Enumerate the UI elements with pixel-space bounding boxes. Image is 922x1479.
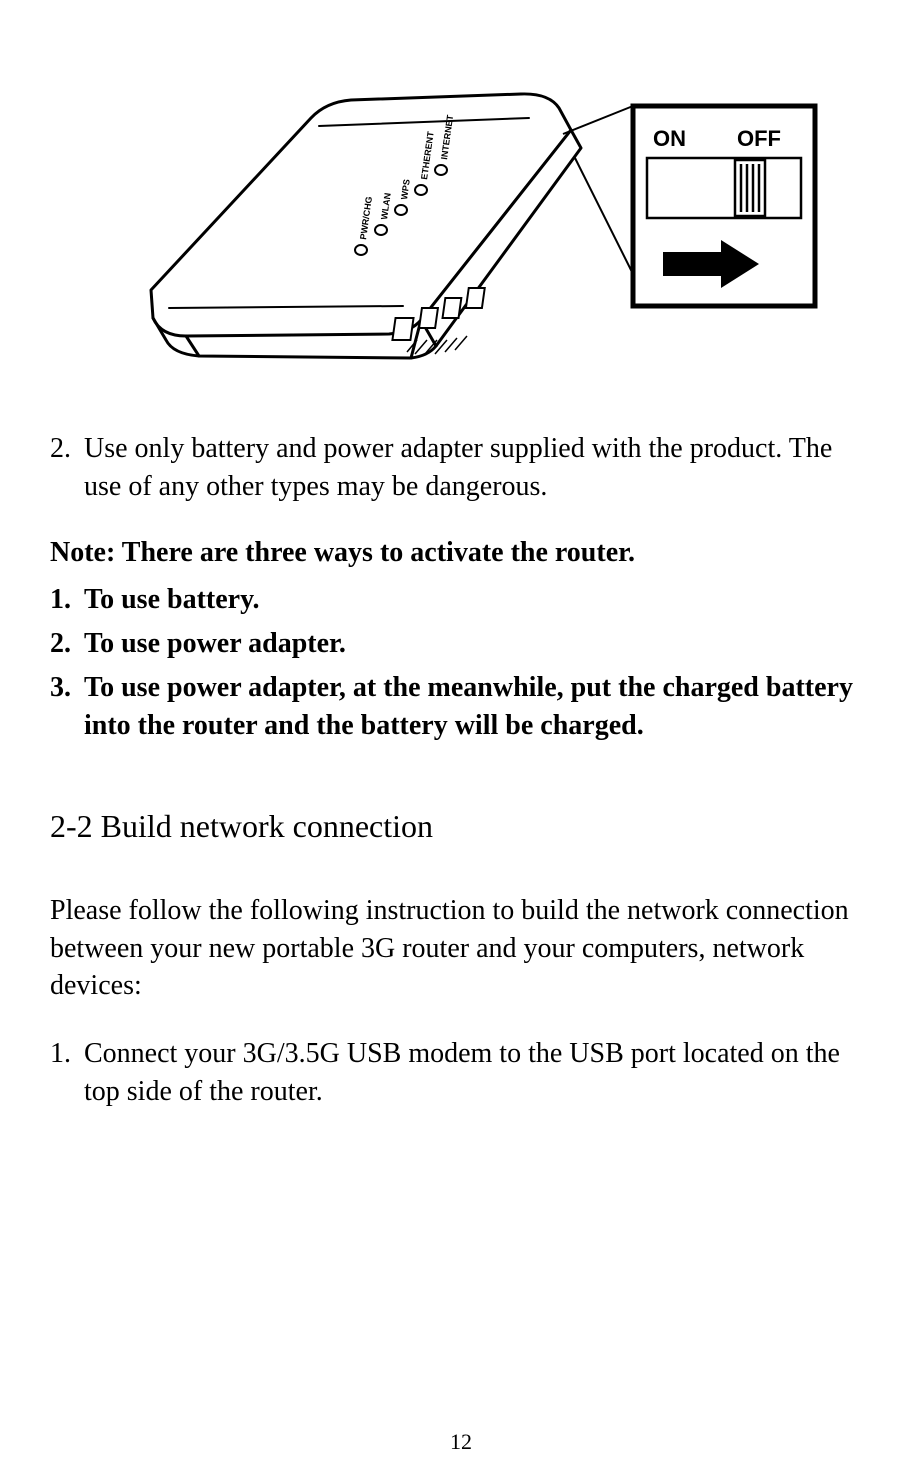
switch-off-label: OFF (737, 126, 781, 151)
note-item-1-text: To use battery. (84, 581, 872, 619)
page-number: 12 (0, 1429, 922, 1455)
switch-on-label: ON (653, 126, 686, 151)
page: PWR/CHG WLAN WPS ETHERENT INTERNET ON OF… (0, 0, 922, 1479)
note-item-2-text: To use power adapter. (84, 625, 872, 663)
note-item-2: 2. To use power adapter. (50, 625, 872, 663)
note-item-1: 1. To use battery. (50, 581, 872, 619)
note-item-3-text: To use power adapter, at the meanwhile, … (84, 669, 872, 745)
router-figure: PWR/CHG WLAN WPS ETHERENT INTERNET ON OF… (91, 30, 831, 390)
section-step-1-text: Connect your 3G/3.5G USB modem to the US… (84, 1035, 872, 1111)
section-step-1-num: 1. (50, 1035, 84, 1111)
note-item-2-num: 2. (50, 625, 84, 663)
prev-step-2: 2. Use only battery and power adapter su… (50, 430, 872, 506)
note-item-1-num: 1. (50, 581, 84, 619)
section-intro: Please follow the following instruction … (50, 892, 872, 1005)
note-item-3: 3. To use power adapter, at the meanwhil… (50, 669, 872, 745)
prev-step-2-num: 2. (50, 430, 84, 506)
note-item-3-num: 3. (50, 669, 84, 745)
prev-step-2-text: Use only battery and power adapter suppl… (84, 430, 872, 506)
section-heading: 2-2 Build network connection (50, 805, 872, 848)
note-block: Note: There are three ways to activate t… (50, 534, 872, 745)
note-heading: Note: There are three ways to activate t… (50, 534, 872, 572)
section-step-1: 1. Connect your 3G/3.5G USB modem to the… (50, 1035, 872, 1111)
